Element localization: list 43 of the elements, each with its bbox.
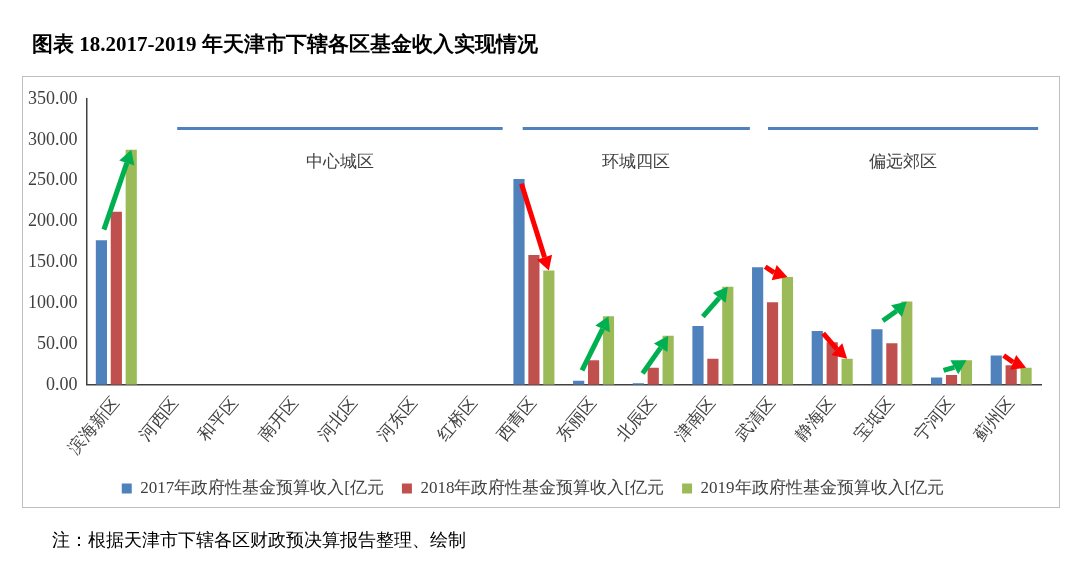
- y-tick-label: 0.00: [46, 373, 78, 394]
- x-tick-label: 宁河区: [909, 392, 958, 445]
- x-tick-label: 河西区: [134, 392, 183, 445]
- x-tick-label: 西青区: [492, 392, 541, 445]
- x-tick-label: 南开区: [253, 392, 302, 445]
- x-tick-label: 东丽区: [551, 392, 601, 445]
- bar: [587, 360, 600, 385]
- x-tick-label: 津南区: [671, 392, 720, 445]
- x-tick-label: 武清区: [730, 392, 779, 445]
- x-tick-label: 北辰区: [611, 392, 660, 445]
- bar: [886, 343, 898, 385]
- text: 注：根据天津市下辖各区财政预决算报告整理、绘制: [52, 529, 466, 552]
- bar: [752, 267, 764, 385]
- x-tick-label: 静海区: [790, 392, 839, 445]
- bar: [811, 330, 823, 385]
- x-tick-label: 和平区: [193, 392, 243, 445]
- bar: [871, 329, 883, 385]
- bar: [707, 358, 719, 385]
- y-tick-label: 200.00: [28, 210, 78, 231]
- y-tick-label: 50.00: [37, 332, 78, 353]
- x-tick-label: 红桥区: [432, 392, 481, 445]
- y-tick-label: 100.00: [28, 291, 78, 312]
- legend-label: 2018年政府性基金预算收入[亿元: [420, 477, 665, 497]
- bar: [692, 326, 704, 385]
- annotation: 环城四区: [602, 151, 671, 172]
- y-tick-label: 350.00: [28, 87, 78, 108]
- bar: [931, 377, 943, 385]
- annotation: 偏远郊区: [869, 151, 938, 172]
- legend-label: 2019年政府性基金预算收入[亿元: [700, 477, 945, 497]
- annotation: 中心城区: [305, 151, 374, 172]
- bar: [766, 302, 779, 385]
- bar: [95, 240, 108, 385]
- x-tick-label: 河东区: [372, 392, 422, 445]
- legend-label: 2017年政府性基金预算收入[亿元: [140, 477, 384, 497]
- y-tick-label: 250.00: [28, 169, 78, 190]
- chart-title: 图表 18.2017-2019 年天津市下辖各区基金收入实现情况: [32, 31, 538, 58]
- x-tick-label: 蓟州区: [969, 392, 1018, 445]
- x-tick-label: 滨海新区: [63, 392, 123, 458]
- y-tick-label: 150.00: [28, 251, 78, 272]
- x-tick-label: 河北区: [313, 392, 362, 445]
- x-tick-label: 宝坻区: [850, 392, 899, 445]
- bar: [990, 355, 1002, 385]
- y-tick-label: 300.00: [28, 128, 78, 149]
